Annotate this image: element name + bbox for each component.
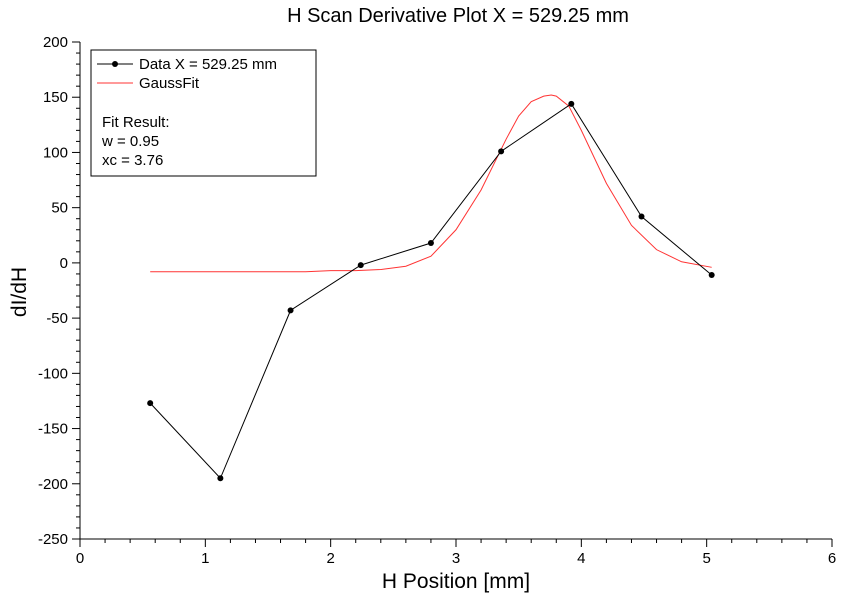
data-point	[498, 148, 505, 155]
y-tick-label: 200	[43, 34, 68, 51]
data-point	[287, 307, 294, 314]
fit-result-w: w = 0.95	[101, 133, 159, 150]
y-tick-label: 50	[51, 200, 68, 217]
data-point	[357, 262, 364, 269]
data-point	[708, 272, 715, 279]
x-tick-label: 2	[326, 550, 334, 567]
data-point	[568, 100, 575, 107]
chart-title: H Scan Derivative Plot X = 529.25 mm	[287, 5, 629, 27]
legend: Data X = 529.25 mm GaussFit Fit Result: …	[90, 49, 317, 177]
data-point	[217, 475, 224, 482]
fit-result-heading: Fit Result:	[102, 114, 170, 131]
data-point	[638, 213, 645, 220]
x-tick-label: 6	[828, 550, 836, 567]
legend-box	[90, 49, 317, 177]
axes: -250 -200 -150 -100 -50 0 50 100 150 200 0 1 2 3 4 5 6	[38, 34, 836, 567]
legend-marker-data	[112, 61, 118, 67]
series-layer	[147, 94, 715, 482]
x-axis-label: H Position [mm]	[382, 570, 530, 593]
y-tick-label: -50	[46, 310, 68, 327]
y-tick-label: 150	[43, 89, 68, 106]
data-point	[427, 240, 434, 247]
data-point	[147, 400, 154, 407]
y-tick-label: -150	[38, 421, 68, 438]
fit-result-xc: xc = 3.76	[102, 152, 163, 169]
x-tick-label: 5	[702, 550, 710, 567]
legend-label-gaussfit: GaussFit	[139, 75, 200, 92]
x-tick-label: 3	[452, 550, 460, 567]
x-tick-label: 0	[76, 550, 84, 567]
y-tick-label: -250	[38, 531, 68, 548]
y-tick-label: -100	[38, 365, 68, 382]
legend-label-data: Data X = 529.25 mm	[139, 56, 277, 73]
y-tick-label: 0	[60, 255, 68, 272]
y-tick-label: 100	[43, 144, 68, 161]
x-tick-label: 1	[201, 550, 209, 567]
y-axis-label: dI/dH	[8, 267, 31, 317]
gaussfit-series-line	[150, 94, 712, 273]
y-tick-label: -200	[38, 476, 68, 493]
x-tick-label: 4	[577, 550, 585, 567]
